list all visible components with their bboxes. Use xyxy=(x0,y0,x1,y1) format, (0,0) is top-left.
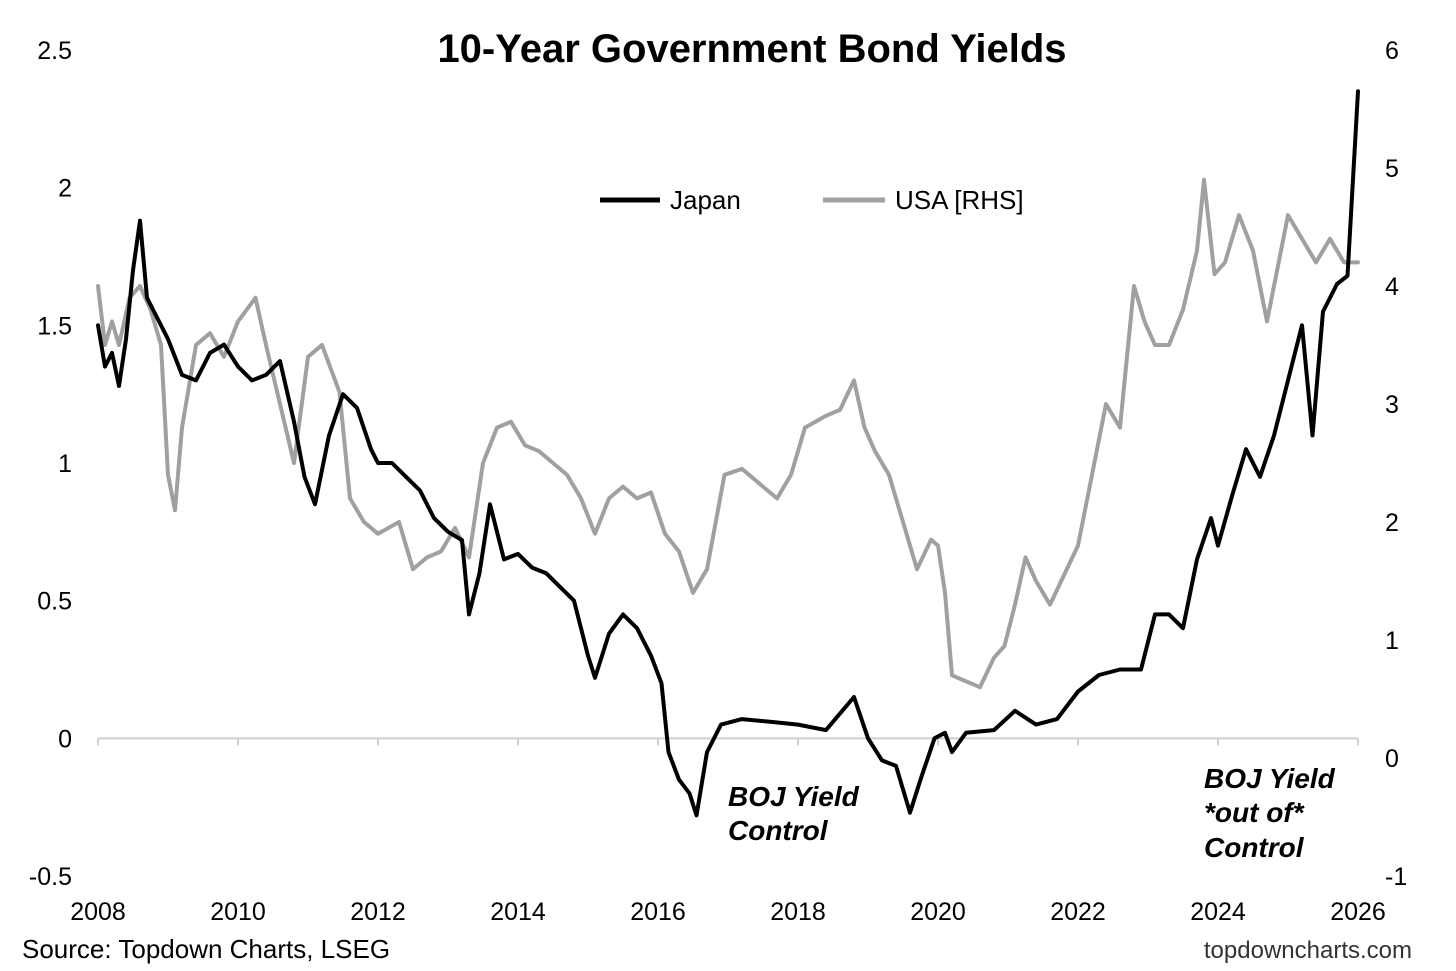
x-tick-label: 2014 xyxy=(490,898,546,926)
left-tick-label: 0.5 xyxy=(37,588,72,616)
x-tick-label: 2018 xyxy=(770,898,826,926)
series-line-usa xyxy=(96,177,1360,690)
legend-label-japan: Japan xyxy=(670,185,741,215)
x-tick-label: 2020 xyxy=(910,898,966,926)
right-tick-label: 3 xyxy=(1385,391,1399,419)
x-tick-label: 2016 xyxy=(630,898,686,926)
left-tick-label: 0 xyxy=(58,725,72,753)
right-tick-label: 5 xyxy=(1385,155,1399,183)
left-tick-label: -0.5 xyxy=(29,863,72,891)
annotation-boj-yield-control: BOJ Yield Control xyxy=(728,781,860,846)
annotation-line: BOJ Yield xyxy=(1204,763,1336,794)
right-tick-label: 6 xyxy=(1385,37,1399,65)
credit-note: topdowncharts.com xyxy=(1204,937,1412,964)
annotation-line: Control xyxy=(728,815,829,846)
right-tick-label: 2 xyxy=(1385,509,1399,537)
x-tick-label: 2022 xyxy=(1050,898,1106,926)
x-tick-label: 2024 xyxy=(1190,898,1246,926)
right-tick-label: 0 xyxy=(1385,745,1399,773)
left-tick-label: 1.5 xyxy=(37,312,72,340)
x-tick-label: 2008 xyxy=(70,898,126,926)
series-line-japan xyxy=(96,89,1360,818)
x-tick-label: 2012 xyxy=(350,898,406,926)
left-tick-label: 1 xyxy=(58,450,72,478)
annotation-line: Control xyxy=(1204,832,1305,863)
annotation-line: BOJ Yield xyxy=(728,781,860,812)
chart-title: 10-Year Government Bond Yields xyxy=(437,27,1066,71)
left-tick-label: 2.5 xyxy=(37,37,72,65)
source-note: Source: Topdown Charts, LSEG xyxy=(22,934,390,964)
series-layer xyxy=(96,89,1360,818)
left-axis: -0.5 0 0.5 1 1.5 2 2.5 xyxy=(29,37,72,891)
x-tick-label: 2010 xyxy=(210,898,266,926)
x-tick-label: 2026 xyxy=(1330,898,1386,926)
right-tick-label: 1 xyxy=(1385,627,1399,655)
legend: Japan USA [RHS] xyxy=(600,185,1024,215)
annotation-boj-yield-out-of-control: BOJ Yield *out of* Control xyxy=(1204,763,1336,863)
x-axis: 2008 2010 2012 2014 2016 2018 2020 2022 2024 2026 xyxy=(70,738,1386,926)
annotation-line: *out of* xyxy=(1204,797,1305,828)
left-tick-label: 2 xyxy=(58,175,72,203)
right-tick-label: -1 xyxy=(1385,863,1407,891)
right-axis: -1 0 1 2 3 4 5 6 xyxy=(1385,37,1407,891)
legend-label-usa: USA [RHS] xyxy=(895,185,1024,215)
right-tick-label: 4 xyxy=(1385,273,1399,301)
